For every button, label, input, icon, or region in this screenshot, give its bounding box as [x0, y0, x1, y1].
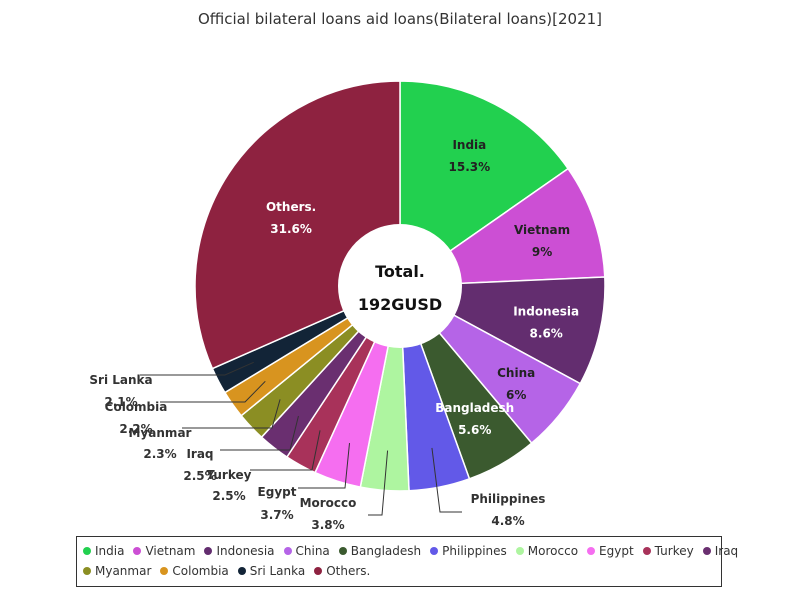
legend-item-india[interactable]: India — [83, 544, 124, 558]
legend-label: Indonesia — [216, 544, 275, 558]
slice-name-label: Bangladesh — [435, 401, 514, 415]
legend-item-egypt[interactable]: Egypt — [587, 544, 634, 558]
legend-dot-icon — [702, 547, 711, 555]
leader-line — [298, 443, 351, 489]
legend-label: Philippines — [442, 544, 507, 558]
slice-value-label: 9% — [532, 245, 552, 259]
legend-label: India — [95, 544, 125, 558]
legend-item-colombia[interactable]: Colombia — [160, 564, 229, 578]
slice-value-label: 15.3% — [449, 160, 491, 174]
leader-line — [182, 399, 281, 429]
legend-label: Myanmar — [95, 564, 152, 578]
slice-name-label: China — [497, 366, 535, 380]
leader-line — [160, 380, 266, 403]
legend: India Vietnam Indonesia China Bangladesh Phil… — [76, 536, 738, 587]
legend-item-vietnam[interactable]: Vietnam — [133, 544, 195, 558]
legend-dot-icon — [133, 547, 142, 555]
slice-value-label: 2.3% — [143, 447, 176, 461]
slice-value-label: 2.5% — [183, 469, 216, 483]
chart-title: Official bilateral loans aid loans(Bilat… — [197, 10, 603, 28]
legend-dot-icon — [587, 547, 596, 555]
slice-value-label: 31.6% — [270, 222, 312, 236]
slice-name-label: Morocco — [300, 496, 357, 510]
pie-slice-india[interactable] — [399, 80, 570, 288]
legend-dot-icon — [642, 547, 651, 555]
legend-dot-icon — [430, 547, 439, 555]
legend-label: Vietnam — [145, 544, 196, 558]
slice-value-label: 2.2% — [119, 422, 152, 436]
legend-label: Morocco — [527, 544, 579, 558]
slice-name-label: Myanmar — [129, 426, 192, 440]
legend-item-iraq[interactable]: Iraq — [702, 544, 739, 558]
legend-dot-icon — [83, 547, 91, 555]
leader-line — [250, 430, 321, 471]
slice-name-label: Iraq — [186, 447, 213, 461]
leader-line — [220, 415, 299, 451]
slice-value-label: 3.7% — [260, 508, 293, 522]
slice-value-label: 5.6% — [458, 423, 491, 437]
legend-item-bangladesh[interactable]: Bangladesh — [338, 544, 422, 558]
legend-row: India Vietnam Indonesia China Bangladesh Phil… — [83, 541, 738, 561]
legend-item-indonesia[interactable]: Indonesia — [204, 544, 275, 558]
legend-item-myanmar[interactable]: Myanmar — [83, 564, 151, 578]
legend-label: Colombia — [172, 564, 229, 578]
leader-lines — [140, 361, 462, 516]
legend-item-morocco[interactable]: Morocco — [515, 544, 579, 558]
legend-item-sri-lanka[interactable]: Sri Lanka — [237, 564, 306, 578]
slice-name-label: Others. — [266, 200, 316, 214]
center-hole — [338, 224, 462, 348]
slice-name-label: Indonesia — [513, 305, 579, 319]
legend-dot-icon — [204, 547, 213, 555]
legend-label: Bangladesh — [350, 544, 422, 558]
slice-labels: India 15.3% Vietnam 9% Indonesia 8.6% China 6%B… — [89, 138, 579, 532]
slice-name-label: India — [452, 138, 486, 152]
leader-line — [431, 447, 462, 513]
legend-dot-icon — [237, 567, 246, 575]
legend-dot-icon — [515, 547, 524, 555]
leader-line — [140, 361, 254, 376]
legend-label: Turkey — [654, 544, 694, 558]
slice-name-label: Egypt — [258, 485, 297, 499]
slice-value-label: 2.5% — [212, 489, 245, 503]
legend-label: Iraq — [714, 544, 739, 558]
legend-item-china[interactable]: China — [283, 544, 330, 558]
leader-line — [368, 450, 389, 516]
legend-label: Others. — [326, 564, 371, 578]
legend-dot-icon — [338, 547, 347, 555]
legend-label: Sri Lanka — [249, 564, 306, 578]
slice-value-label: 3.8% — [311, 518, 344, 532]
legend-dot-icon — [160, 567, 169, 575]
legend-row: Myanmar Colombia Sri Lanka Others. — [83, 561, 715, 581]
slice-value-label: 6% — [506, 388, 526, 402]
legend-dot-icon — [283, 547, 292, 555]
legend-dot-icon — [83, 567, 91, 575]
legend-label: Egypt — [599, 544, 634, 558]
slice-name-label: Colombia — [105, 400, 168, 414]
slice-name-label: Sri Lanka — [89, 373, 152, 387]
slice-value-label: 2.1% — [104, 395, 137, 409]
slice-name-label: Turkey — [207, 468, 252, 482]
legend-item-others[interactable]: Others. — [314, 564, 370, 578]
legend-item-turkey[interactable]: Turkey — [642, 544, 694, 558]
center-label-value: 192GUSD — [358, 295, 442, 314]
legend-label: China — [295, 544, 330, 558]
slice-name-label: Vietnam — [514, 223, 570, 237]
slice-value-label: 4.8% — [491, 514, 524, 528]
center-label-total: Total. — [375, 262, 425, 281]
legend-dot-icon — [314, 567, 323, 575]
slice-value-label: 8.6% — [530, 327, 563, 341]
legend-item-philippines[interactable]: Philippines — [430, 544, 507, 558]
slice-name-label: Philippines — [471, 492, 546, 506]
